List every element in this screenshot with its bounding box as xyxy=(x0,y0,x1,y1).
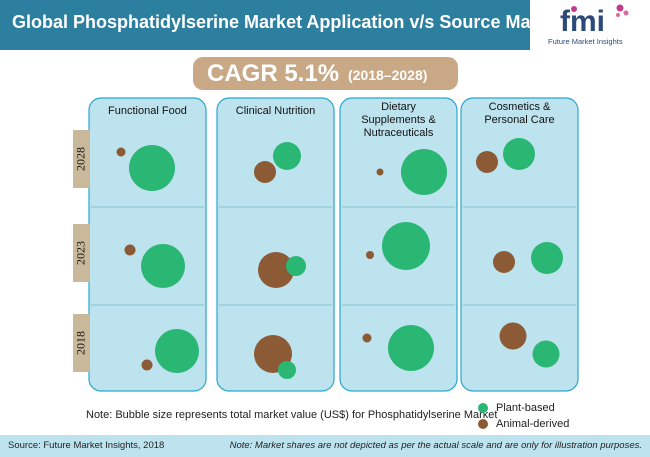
logo-dot-1 xyxy=(571,6,577,12)
legend-plant-dot xyxy=(478,403,488,413)
bubble-plant-based xyxy=(401,149,447,195)
bubble-plant-based xyxy=(141,244,185,288)
bubble-plant-based xyxy=(278,361,296,379)
legend-animal-dot xyxy=(478,419,488,429)
logo-subtext: Future Market Insights xyxy=(548,37,623,46)
bubble-plant-based xyxy=(286,256,306,276)
bubble-animal-derived xyxy=(258,252,294,288)
year-label: 2028 xyxy=(73,147,87,171)
logo-dot-2 xyxy=(616,4,624,12)
bubble-animal-derived xyxy=(366,251,374,259)
logo-dot-3 xyxy=(623,10,629,16)
year-label: 2018 xyxy=(73,331,87,355)
bubble-animal-derived xyxy=(254,161,276,183)
bubble-animal-derived xyxy=(116,147,126,157)
bubble-animal-derived xyxy=(141,359,153,371)
cagr-label: CAGR 5.1% xyxy=(207,60,340,87)
column-panel-2 xyxy=(216,97,335,392)
logo-dot-4 xyxy=(616,13,620,17)
column-header-label: Nutraceuticals xyxy=(364,127,434,139)
bubble-plant-based xyxy=(382,222,430,270)
column-header-label: Personal Care xyxy=(484,114,554,126)
bubble-plant-based xyxy=(129,145,175,191)
bubble-plant-based xyxy=(273,142,301,170)
year-band xyxy=(73,224,90,282)
year-band xyxy=(73,314,90,372)
year-label: 2023 xyxy=(73,241,87,265)
footer-source: Source: Future Market Insights, 2018 xyxy=(8,440,165,451)
cagr-period: (2018–2028) xyxy=(348,67,428,83)
column-header-label: Dietary xyxy=(381,101,416,113)
year-band xyxy=(73,130,90,188)
legend-animal-label: Animal-derived xyxy=(496,418,570,430)
bubble-plant-based xyxy=(531,242,563,274)
fmi-logo-mark: fmi Future Market Insights xyxy=(548,4,629,46)
header-bar: Global Phosphatidylserine Market Applica… xyxy=(0,0,558,50)
legend-plant-label: Plant-based xyxy=(496,402,555,414)
bubble-animal-derived xyxy=(362,333,372,343)
bubble-size-note: Note: Bubble size represents total marke… xyxy=(86,409,498,421)
bubble-animal-derived xyxy=(493,251,515,273)
column-header-label: Supplements & xyxy=(361,114,436,126)
column-header-label: Cosmetics & xyxy=(489,101,551,113)
chart-title: Global Phosphatidylserine Market Applica… xyxy=(12,12,559,32)
logo-text: fmi xyxy=(560,5,605,38)
bubble-plant-based xyxy=(155,329,199,373)
bubble-plant-based xyxy=(532,340,560,368)
column-header-label: Clinical Nutrition xyxy=(236,105,315,117)
bubble-animal-derived xyxy=(376,168,384,176)
bubble-plant-based xyxy=(388,325,434,371)
cagr-badge: CAGR 5.1% (2018–2028) xyxy=(193,57,458,90)
column-header-label: Functional Food xyxy=(108,105,187,117)
footer-bar: Source: Future Market Insights, 2018 Not… xyxy=(0,435,650,457)
bubble-animal-derived xyxy=(476,151,498,173)
fmi-logo: fmi Future Market Insights xyxy=(538,0,650,50)
footer-disclaimer: Note: Market shares are not depicted as … xyxy=(229,440,642,451)
bubble-plant-based xyxy=(503,138,535,170)
bubble-animal-derived xyxy=(124,244,136,256)
bubble-animal-derived xyxy=(499,322,527,350)
